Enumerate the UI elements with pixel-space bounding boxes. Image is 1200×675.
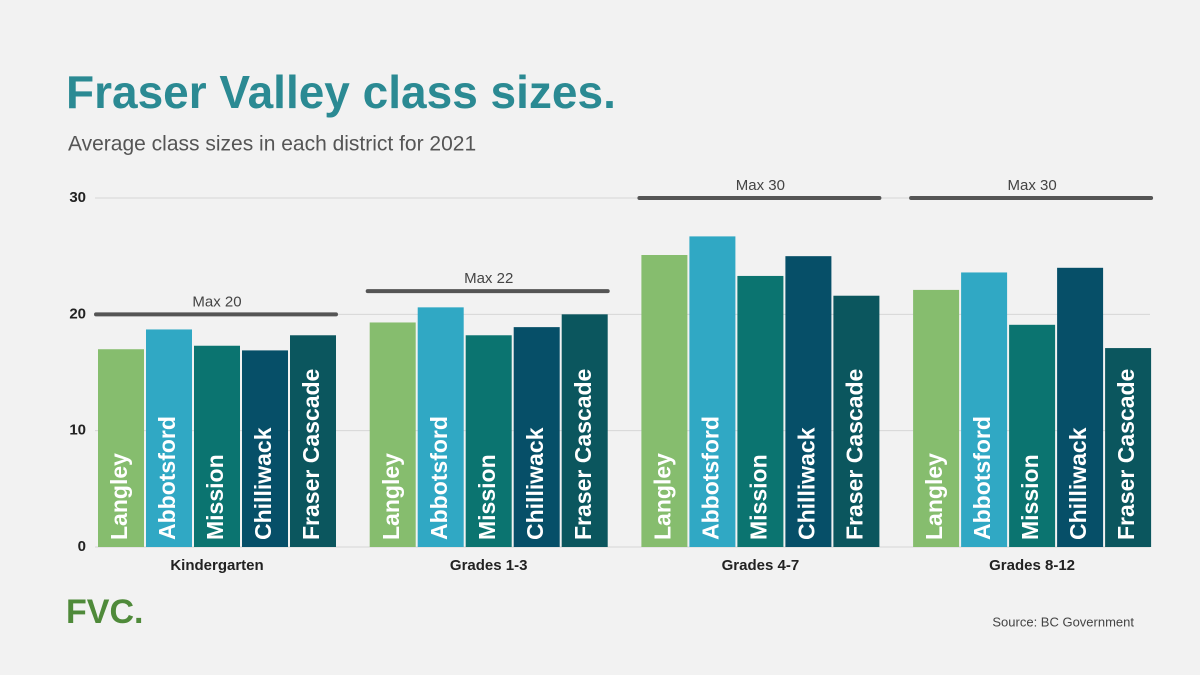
bar bbox=[290, 335, 336, 547]
x-tick-label: Grades 8-12 bbox=[989, 557, 1075, 574]
x-tick-label: Grades 1-3 bbox=[450, 557, 528, 574]
bar-label: Fraser Cascade bbox=[570, 369, 596, 540]
bar bbox=[833, 295, 880, 547]
logo: FVC. bbox=[66, 593, 143, 631]
x-tick-label: Grades 4-7 bbox=[722, 557, 800, 574]
x-tick-label: Kindergarten bbox=[170, 557, 263, 574]
bar bbox=[913, 289, 960, 547]
bar-label: Langley bbox=[106, 453, 132, 540]
bar bbox=[641, 255, 688, 547]
bar bbox=[242, 350, 288, 547]
y-tick-label: 0 bbox=[78, 538, 86, 555]
bar-label: Abbotsford bbox=[969, 416, 995, 540]
bar bbox=[961, 272, 1008, 547]
bar bbox=[1105, 348, 1152, 547]
bar-label: Chilliwack bbox=[250, 427, 276, 540]
max-label: Max 22 bbox=[464, 270, 513, 287]
bar-label: Abbotsford bbox=[154, 416, 180, 540]
bar-label: Langley bbox=[378, 453, 404, 540]
bar-label: Chilliwack bbox=[522, 427, 548, 540]
y-tick-label: 20 bbox=[69, 305, 86, 322]
bar-label: Fraser Cascade bbox=[841, 369, 867, 540]
bar-label: Abbotsford bbox=[697, 416, 723, 540]
bar bbox=[737, 275, 784, 547]
bar bbox=[146, 329, 192, 547]
bar-label: Chilliwack bbox=[793, 427, 819, 540]
bar bbox=[561, 314, 608, 547]
bar bbox=[689, 236, 736, 547]
bar bbox=[369, 322, 416, 547]
bar bbox=[98, 349, 144, 547]
bar-label: Langley bbox=[921, 453, 947, 540]
max-label: Max 30 bbox=[736, 177, 785, 194]
bar bbox=[513, 327, 560, 547]
bar bbox=[194, 345, 240, 547]
bar-label: Chilliwack bbox=[1065, 427, 1091, 540]
chart-subtitle: Average class sizes in each district for… bbox=[68, 133, 476, 156]
bar bbox=[785, 256, 832, 547]
bar-label: Mission bbox=[474, 454, 500, 540]
max-label: Max 30 bbox=[1007, 177, 1056, 194]
bar-label: Mission bbox=[745, 454, 771, 540]
bar-label: Mission bbox=[1017, 454, 1043, 540]
bar-label: Abbotsford bbox=[426, 416, 452, 540]
bar-label: Mission bbox=[202, 454, 228, 540]
bar-label: Fraser Cascade bbox=[1113, 369, 1139, 540]
bar bbox=[417, 307, 464, 547]
chart-title: Fraser Valley class sizes. bbox=[66, 66, 616, 118]
bar-label: Langley bbox=[649, 453, 675, 540]
max-label: Max 20 bbox=[192, 293, 241, 310]
y-tick-label: 30 bbox=[69, 189, 86, 206]
source: Source: BC Government bbox=[992, 614, 1134, 629]
bar bbox=[1057, 267, 1104, 547]
bar bbox=[1009, 324, 1056, 547]
bar bbox=[465, 335, 512, 547]
y-tick-label: 10 bbox=[69, 422, 86, 439]
bar-label: Fraser Cascade bbox=[298, 369, 324, 540]
